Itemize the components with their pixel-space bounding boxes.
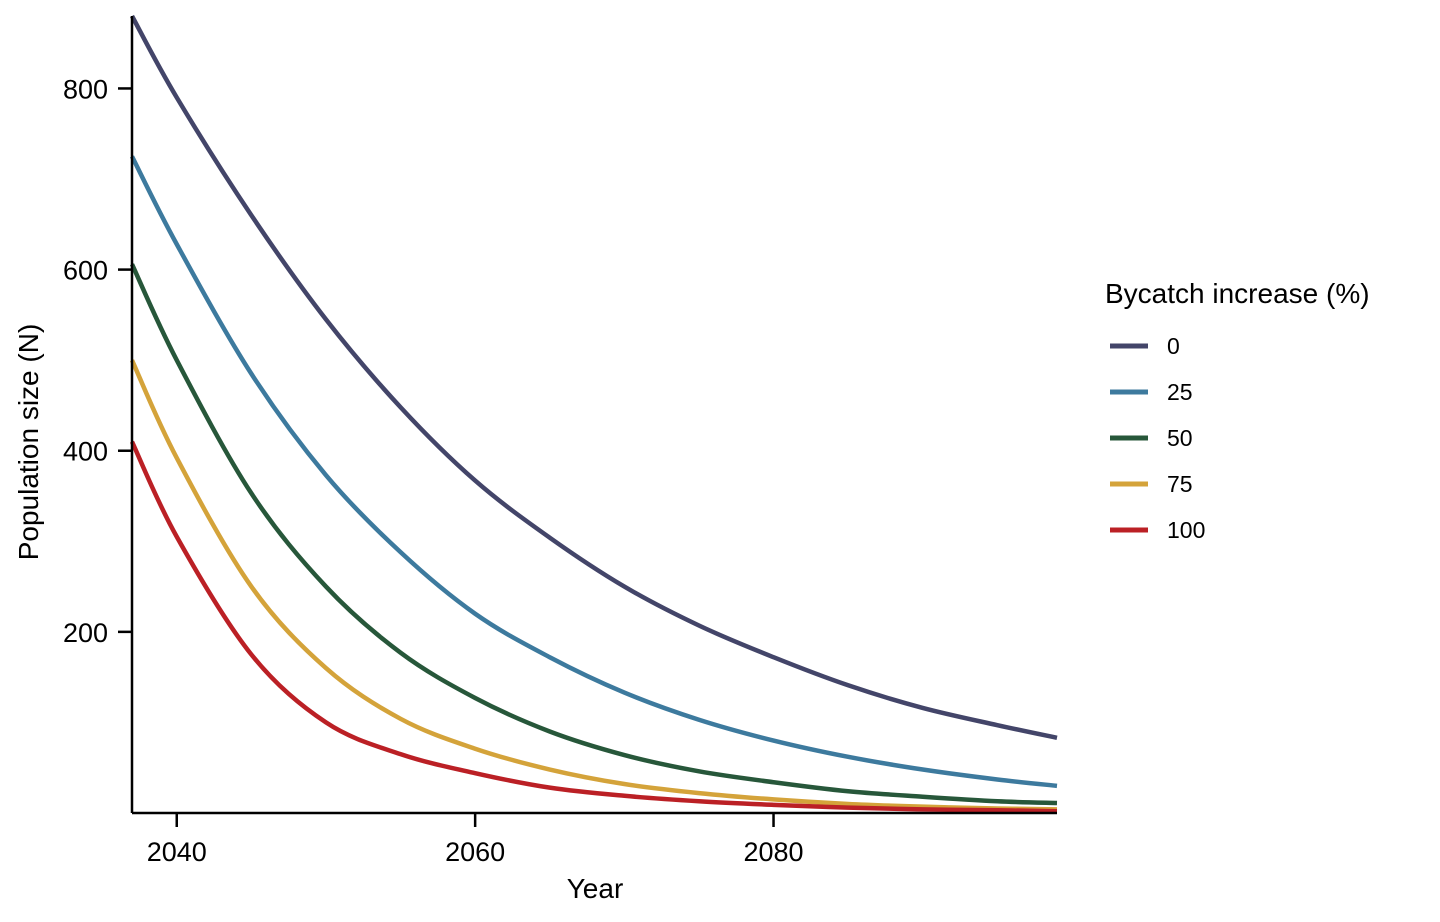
plot-lines (129, 14, 1058, 814)
axes: 200 400 600 800 2040 2060 2080 (63, 16, 1057, 867)
x-tick-label: 2080 (743, 837, 803, 867)
legend: Bycatch increase (%) 0 25 50 75 100 (1105, 278, 1370, 543)
x-ticks: 2040 2060 2080 (147, 813, 804, 867)
x-tick-label: 2060 (445, 837, 505, 867)
legend-item-75: 75 (1110, 471, 1193, 497)
series-line-25 (129, 155, 1058, 789)
legend-label: 100 (1167, 517, 1205, 543)
legend-label: 75 (1167, 471, 1193, 497)
legend-item-0: 0 (1110, 333, 1180, 359)
y-ticks: 200 400 600 800 (63, 74, 132, 648)
series-line-75 (129, 359, 1058, 812)
legend-items: 0 25 50 75 100 (1110, 333, 1205, 543)
legend-item-50: 50 (1110, 425, 1193, 451)
y-tick-label: 600 (63, 256, 108, 286)
y-tick-label: 400 (63, 437, 108, 467)
y-axis-title: Population size (N) (13, 324, 44, 561)
series-line-50 (129, 263, 1058, 806)
series-line-100 (129, 440, 1058, 814)
legend-label: 50 (1167, 425, 1193, 451)
y-tick-label: 800 (63, 74, 108, 104)
y-tick-label: 200 (63, 618, 108, 648)
legend-title: Bycatch increase (%) (1105, 278, 1370, 309)
legend-item-25: 25 (1110, 379, 1193, 405)
x-axis-title: Year (567, 873, 624, 904)
x-tick-label: 2040 (147, 837, 207, 867)
legend-label: 0 (1167, 333, 1180, 359)
legend-item-100: 100 (1110, 517, 1205, 543)
legend-label: 25 (1167, 379, 1193, 405)
series-line-0 (130, 14, 1058, 741)
